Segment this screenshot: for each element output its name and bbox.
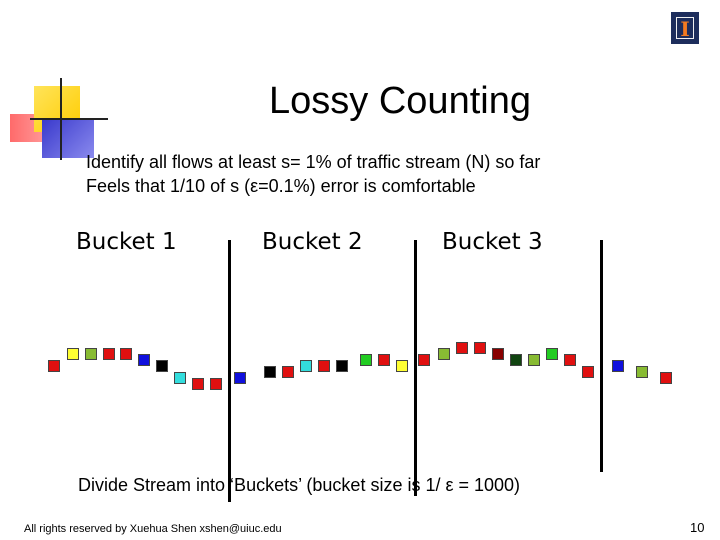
stream-item-red	[48, 360, 60, 372]
stream-item-brightgreen	[360, 354, 372, 366]
bucket-divider-2	[414, 240, 417, 496]
stream-item-brightgreen	[546, 348, 558, 360]
stream-item-red	[282, 366, 294, 378]
stream-item-green	[438, 348, 450, 360]
stream-item-yellow	[67, 348, 79, 360]
stream-item-red	[564, 354, 576, 366]
stream-item-red	[210, 378, 222, 390]
stream-item-red	[660, 372, 672, 384]
stream-item-cyan	[174, 372, 186, 384]
stream-item-cyan	[300, 360, 312, 372]
stream-item-blue	[234, 372, 246, 384]
footer-copyright: All rights reserved by Xuehua Shen xshen…	[24, 523, 282, 535]
text-line-1: Identify all flows at least s= 1% of tra…	[86, 152, 541, 172]
stream-item-red	[378, 354, 390, 366]
stream-item-green	[636, 366, 648, 378]
bucket-divider-1	[228, 240, 231, 502]
stream-item-green	[528, 354, 540, 366]
stream-item-darkred	[492, 348, 504, 360]
stream-item-black	[336, 360, 348, 372]
stream-item-red	[192, 378, 204, 390]
stream-item-green	[85, 348, 97, 360]
university-logo: I	[671, 12, 699, 44]
text-line-2: Feels that 1/10 of s (ε=0.1%) error is c…	[86, 176, 476, 196]
decorative-horizontal-line	[30, 118, 108, 120]
stream-item-blue	[612, 360, 624, 372]
stream-item-red	[120, 348, 132, 360]
caption: Divide Stream into ‘Buckets’ (bucket siz…	[78, 475, 521, 495]
stream-item-black	[264, 366, 276, 378]
stream-item-red	[474, 342, 486, 354]
page-number: 10	[690, 520, 705, 535]
stream-item-red	[103, 348, 115, 360]
stream-item-yellow	[396, 360, 408, 372]
bucket-divider-3	[600, 240, 603, 472]
stream-item-black	[156, 360, 168, 372]
logo-letter: I	[676, 17, 694, 40]
bucket-label-1: Bucket 1	[76, 229, 177, 255]
stream-item-red	[582, 366, 594, 378]
stream-item-red	[318, 360, 330, 372]
slide-title: Lossy Counting	[269, 80, 531, 122]
bucket-label-2: Bucket 2	[262, 229, 363, 255]
bucket-label-3: Bucket 3	[442, 229, 543, 255]
decorative-blue-block	[42, 120, 94, 158]
stream-item-blue	[138, 354, 150, 366]
stream-item-darkgreen	[510, 354, 522, 366]
stream-item-red	[456, 342, 468, 354]
stream-item-red	[418, 354, 430, 366]
